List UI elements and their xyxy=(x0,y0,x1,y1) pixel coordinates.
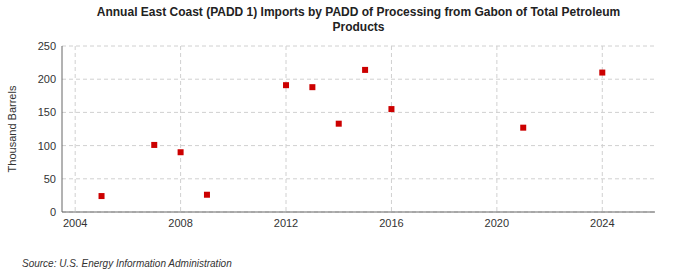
point xyxy=(99,193,105,199)
point xyxy=(309,84,315,90)
grid-line-x xyxy=(75,46,76,212)
y-tick-label: 250 xyxy=(38,40,56,52)
point xyxy=(520,125,526,131)
point xyxy=(599,70,605,76)
x-tick-label: 2024 xyxy=(590,217,614,229)
x-tick-label: 2020 xyxy=(485,217,509,229)
x-axis-line xyxy=(62,212,655,213)
x-tick-label: 2016 xyxy=(379,217,403,229)
grid xyxy=(62,46,655,212)
y-tick-label: 50 xyxy=(44,173,56,185)
point xyxy=(362,67,368,73)
y-axis-line xyxy=(62,46,63,212)
point xyxy=(336,121,342,127)
grid-line-x xyxy=(180,46,181,212)
x-tick-label: 2012 xyxy=(274,217,298,229)
y-tick-label: 100 xyxy=(38,140,56,152)
source-note: Source: U.S. Energy Information Administ… xyxy=(22,258,232,269)
x-tick-label: 2008 xyxy=(168,217,192,229)
point xyxy=(178,149,184,155)
grid-line-y xyxy=(62,46,655,47)
grid-line-y xyxy=(62,145,655,146)
chart-container: Annual East Coast (PADD 1) Imports by PA… xyxy=(0,0,675,275)
grid-line-y xyxy=(62,212,655,213)
x-tick-label: 2004 xyxy=(63,217,87,229)
points xyxy=(99,67,606,199)
y-tick-label: 200 xyxy=(38,73,56,85)
point xyxy=(388,106,394,112)
grid-line-y xyxy=(62,178,655,179)
y-tick-label: 0 xyxy=(50,206,56,218)
point xyxy=(204,192,210,198)
grid-line-x xyxy=(391,46,392,212)
y-tick-label: 150 xyxy=(38,106,56,118)
point xyxy=(283,82,289,88)
title: Annual East Coast (PADD 1) Imports by PA… xyxy=(97,5,620,34)
point xyxy=(151,142,157,148)
grid-line-y xyxy=(62,112,655,113)
grid-line-x xyxy=(286,46,287,212)
grid-line-x xyxy=(496,46,497,212)
y-axis-label: Thousand Barrels xyxy=(6,85,18,172)
grid-line-y xyxy=(62,79,655,80)
chart: Annual East Coast (PADD 1) Imports by PA… xyxy=(0,0,675,275)
